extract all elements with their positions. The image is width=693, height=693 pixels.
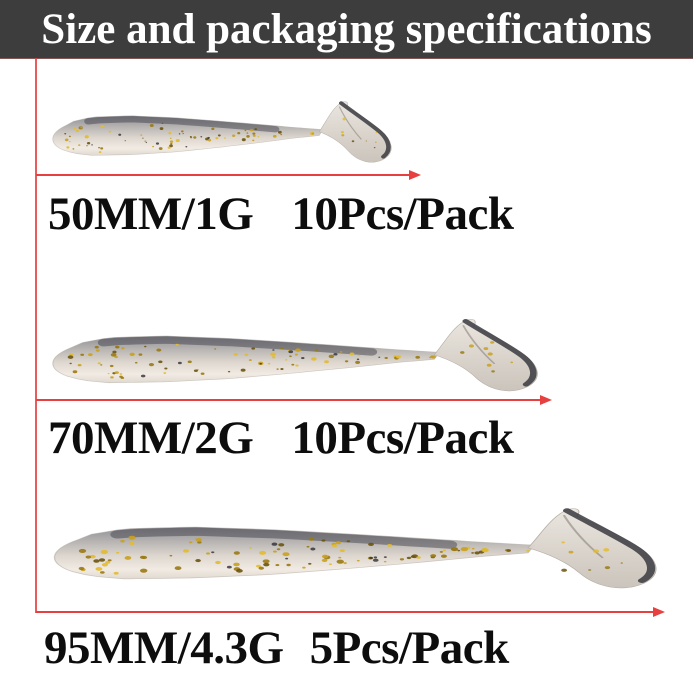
size-label: 95MM/4.3G	[44, 622, 284, 674]
size-label: 70MM/2G	[48, 412, 254, 464]
size-label: 50MM/1G	[48, 188, 254, 240]
measure-arrow-70mm	[36, 395, 552, 405]
lure-photo-95mm	[46, 496, 668, 598]
banner-title: Size and packaging specifications	[41, 5, 652, 53]
lure-photo-70mm	[46, 308, 547, 400]
product-label-70mm: 70MM/2G 10Pcs/Pack	[48, 412, 514, 464]
lure-photo-50mm	[48, 92, 398, 170]
measure-vertical-line	[35, 58, 37, 613]
pack-label: 5Pcs/Pack	[309, 622, 510, 674]
measure-arrow-95mm	[36, 607, 665, 617]
pack-label: 10Pcs/Pack	[291, 412, 514, 464]
product-label-95mm: 95MM/4.3G 5Pcs/Pack	[44, 625, 509, 672]
header-banner: Size and packaging specifications	[0, 0, 693, 59]
pack-label: 10Pcs/Pack	[291, 188, 514, 240]
measure-arrow-50mm	[36, 170, 421, 180]
product-label-50mm: 50MM/1G 10Pcs/Pack	[48, 188, 514, 240]
